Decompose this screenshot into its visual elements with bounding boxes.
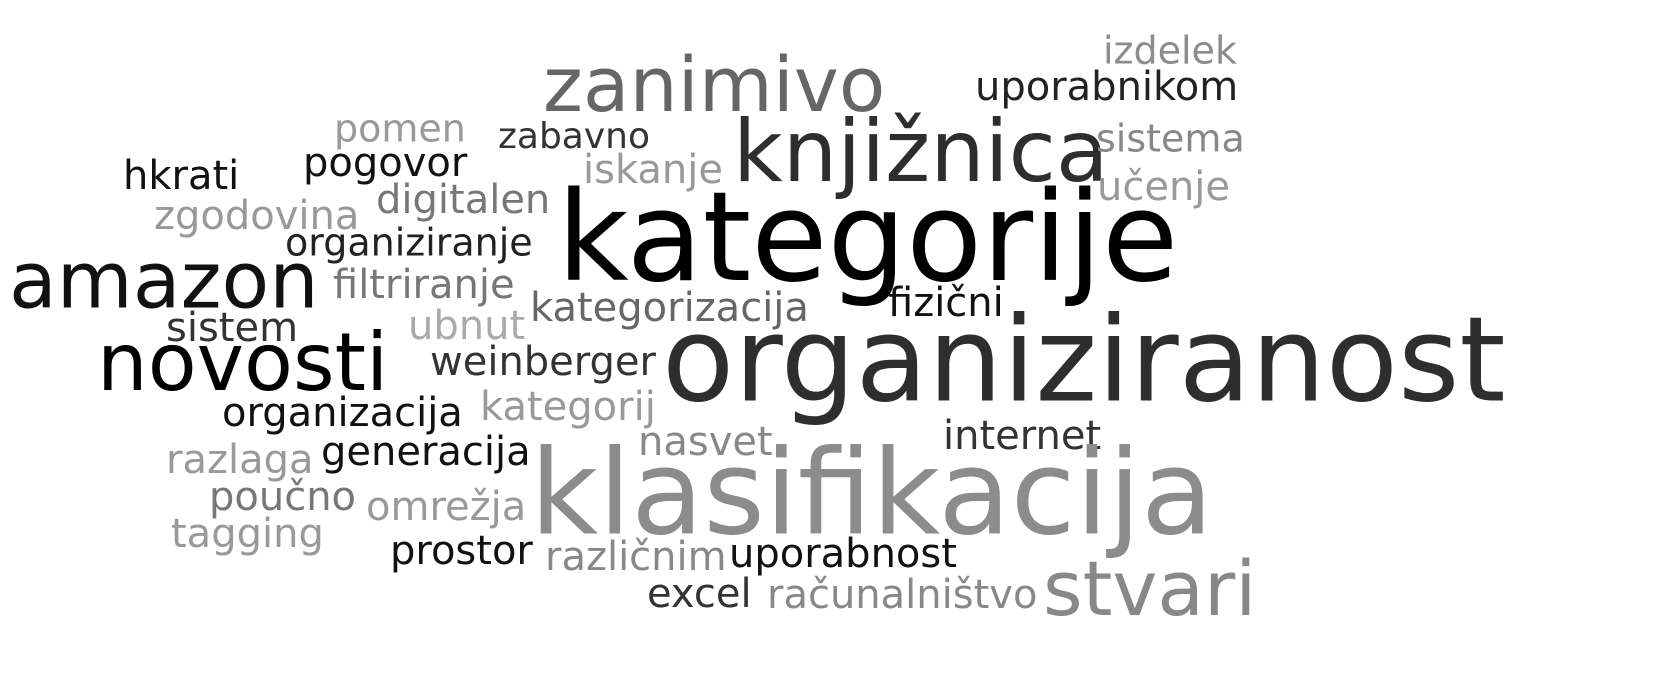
word-pogovor: pogovor	[303, 140, 468, 186]
word-ucenje: učenje	[1097, 164, 1231, 210]
word-racunalnistvo: računalništvo	[767, 572, 1038, 618]
word-pomen: pomen	[334, 106, 466, 151]
word-uporabnikom: uporabnikom	[975, 64, 1239, 110]
word-sistem: sistem	[166, 305, 299, 351]
word-hkrati: hkrati	[123, 153, 240, 199]
word-organiziranje: organiziranje	[285, 220, 533, 265]
word-filtriranje: filtriranje	[333, 262, 515, 308]
word-uporabnost: uporabnost	[729, 531, 957, 577]
word-generacija: generacija	[321, 429, 531, 475]
word-omrezja: omrežja	[366, 484, 527, 530]
word-nasvet: nasvet	[638, 419, 773, 465]
word-prostor: prostor	[390, 528, 533, 574]
word-knjiznica: knjižnica	[733, 102, 1109, 203]
word-stvari: stvari	[1043, 544, 1257, 634]
word-razlicnim: različnim	[545, 534, 727, 580]
word-tagging: tagging	[171, 511, 324, 557]
word-novosti: novosti	[97, 316, 389, 409]
word-zabavno: zabavno	[498, 116, 651, 158]
word-iskanje: iskanje	[583, 147, 723, 193]
word-izdelek: izdelek	[1103, 28, 1237, 73]
word-internet: internet	[943, 413, 1102, 459]
word-poucno: poučno	[209, 474, 357, 520]
word-zgodovina: zgodovina	[154, 193, 360, 239]
word-organizacija: organizacija	[222, 390, 463, 436]
word-klasifikacija: klasifikacija	[530, 423, 1214, 562]
word-kategorij: kategorij	[480, 384, 656, 430]
word-weinberger: weinberger	[430, 339, 656, 385]
word-fizicni: fizični	[888, 280, 1004, 326]
word-sistema: sistema	[1096, 116, 1245, 161]
word-kategorije: kategorije	[557, 165, 1179, 310]
word-organiziranost: organiziranost	[662, 290, 1506, 429]
word-zanimivo: zanimivo	[543, 40, 886, 130]
word-ubnut: ubnut	[408, 303, 526, 349]
word-excel: excel	[647, 571, 752, 617]
word-kategorizacija: kategorizacija	[530, 285, 809, 331]
word-amazon: amazon	[9, 236, 319, 327]
word-razlaga: razlaga	[166, 437, 314, 483]
word-digitalen: digitalen	[376, 177, 551, 223]
